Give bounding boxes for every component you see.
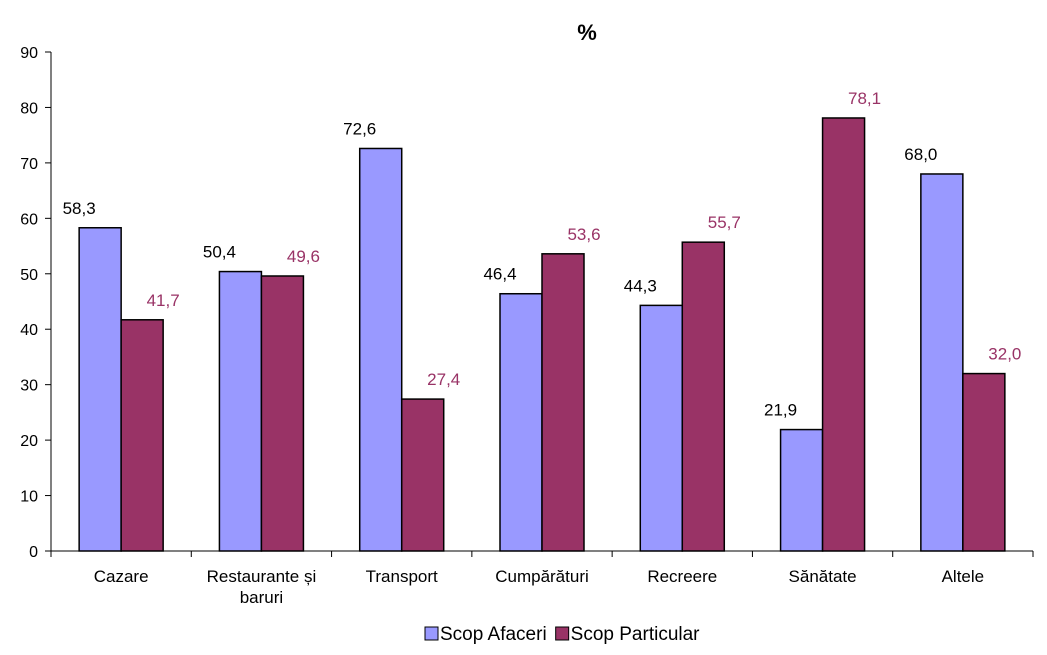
category-label: Restaurante și baruri (207, 567, 317, 607)
category-label: Transport (366, 567, 438, 586)
y-tick-label: 80 (20, 100, 38, 117)
x-axis: Cazare Restaurante și baruri Transport Cumpă… (50, 550, 1034, 607)
data-label: 32,0 (988, 345, 1021, 364)
legend: Scop Afaceri Scop Particular (424, 624, 701, 645)
bar-scop-particular (962, 372, 1006, 552)
y-tick-label: 40 (20, 322, 38, 339)
data-label: 44,3 (624, 276, 657, 295)
bar-scop-afaceri (78, 227, 122, 552)
legend-swatch (555, 626, 570, 641)
bar-scop-particular (821, 117, 866, 552)
legend-label: Scop Particular (571, 624, 701, 645)
data-label: 72,6 (343, 119, 376, 138)
data-label: 46,4 (483, 265, 516, 284)
data-label: 27,4 (427, 370, 460, 389)
y-axis: 0 10 20 30 40 50 60 70 80 90 (20, 45, 52, 561)
category-label: Cazare (94, 567, 149, 586)
bar-scop-particular (681, 241, 726, 552)
data-label: 41,7 (147, 291, 180, 310)
category-label: Sănătate (789, 567, 857, 586)
bar-scop-afaceri (779, 428, 824, 552)
bar-scop-afaceri (920, 173, 964, 552)
data-label: 49,6 (287, 247, 320, 266)
data-label: 68,0 (904, 145, 937, 164)
bar-scop-particular (120, 319, 164, 552)
y-tick-label: 70 (20, 156, 38, 173)
category-label: Cumpărături (495, 567, 589, 586)
data-label: 55,7 (708, 213, 741, 232)
chart-title: % (577, 20, 597, 45)
legend-swatch (424, 626, 439, 641)
bar-scop-afaceri (639, 304, 684, 552)
bar-scop-particular (541, 253, 585, 552)
data-label: 58,3 (63, 199, 96, 218)
bar-scop-afaceri (358, 147, 403, 552)
y-tick-label: 50 (20, 267, 38, 284)
bars (78, 117, 1006, 552)
y-tick-label: 90 (20, 45, 38, 62)
bar-scop-particular (260, 275, 305, 552)
bar-scop-particular (400, 398, 445, 552)
data-label: 53,6 (567, 225, 600, 244)
data-label: 50,4 (203, 243, 236, 262)
y-tick-label: 20 (20, 433, 38, 450)
data-label: 21,9 (764, 401, 797, 420)
bar-scop-afaceri (218, 270, 263, 552)
y-tick-label: 0 (29, 544, 38, 561)
bar-scop-afaceri (499, 292, 543, 552)
data-label: 78,1 (848, 89, 881, 108)
data-labels: 58,3 50,4 72,6 46,4 44,3 21,9 68,0 41,7 49,6 27,4… (63, 89, 1022, 420)
y-tick-label: 60 (20, 211, 38, 228)
category-label: Altele (942, 567, 985, 586)
y-tick-label: 30 (20, 378, 38, 395)
legend-label: Scop Afaceri (440, 624, 547, 645)
y-tick-label: 10 (20, 489, 38, 506)
category-label: Recreere (647, 567, 717, 586)
